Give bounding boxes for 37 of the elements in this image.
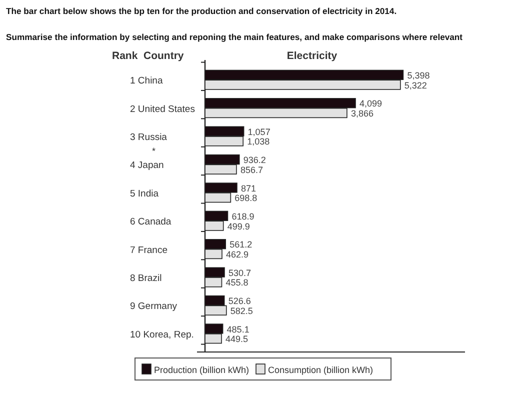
y-tick-label: 10 Korea, Rep. <box>130 329 194 340</box>
y-tick-label: 9 Germany <box>130 301 178 312</box>
y-tick-label: 3 Russia <box>130 132 168 143</box>
legend-label: Production (billion kWh) <box>154 365 250 375</box>
data-label: 526.6 <box>228 296 251 306</box>
chart-subtitle: Summarise the information by selecting and reponing the main features, and make comparisons where relevant <box>6 32 463 42</box>
legend-label: Consumption (billion kWh) <box>268 365 374 375</box>
y-tick-label: 8 Brazil <box>130 273 162 284</box>
data-label: 4,099 <box>360 98 382 109</box>
data-label: 499.9 <box>227 221 250 232</box>
data-label: 462.9 <box>226 250 249 260</box>
data-label: 618.9 <box>232 211 254 222</box>
data-label: 449.5 <box>226 334 248 344</box>
data-label: 561.2 <box>230 240 252 250</box>
y-tick-label: 6 Canada <box>130 216 172 228</box>
y-tick-label: 5 India <box>130 188 160 200</box>
data-label: 582.5 <box>230 306 253 316</box>
data-label: 871 <box>240 183 256 194</box>
data-label: 5,398 <box>407 70 430 80</box>
data-label: 485.1 <box>226 324 250 334</box>
y-axis-title: Rank Country <box>112 50 184 62</box>
text: * <box>152 146 156 156</box>
data-label: 455.8 <box>226 278 248 288</box>
data-label: 698.8 <box>234 193 258 204</box>
data-label: 1,057 <box>248 126 270 137</box>
y-tick-label: 7 France <box>130 244 168 256</box>
data-label: 3,866 <box>350 108 374 119</box>
x-axis-title: Electricity <box>286 50 338 62</box>
data-label: 1,038 <box>247 136 270 147</box>
y-tick-label: 1 China <box>130 76 164 87</box>
data-label: 530.7 <box>228 268 252 278</box>
y-tick-label: 4 Japan <box>130 160 164 172</box>
y-tick-label: 2 United States <box>130 104 196 115</box>
data-label: 5,322 <box>404 80 427 90</box>
chart-title: The bar chart below shows the bp ten for the production and conservation of electricity in 2014. <box>6 6 397 16</box>
data-label: 936.2 <box>243 155 266 166</box>
data-label: 856.7 <box>240 164 263 175</box>
